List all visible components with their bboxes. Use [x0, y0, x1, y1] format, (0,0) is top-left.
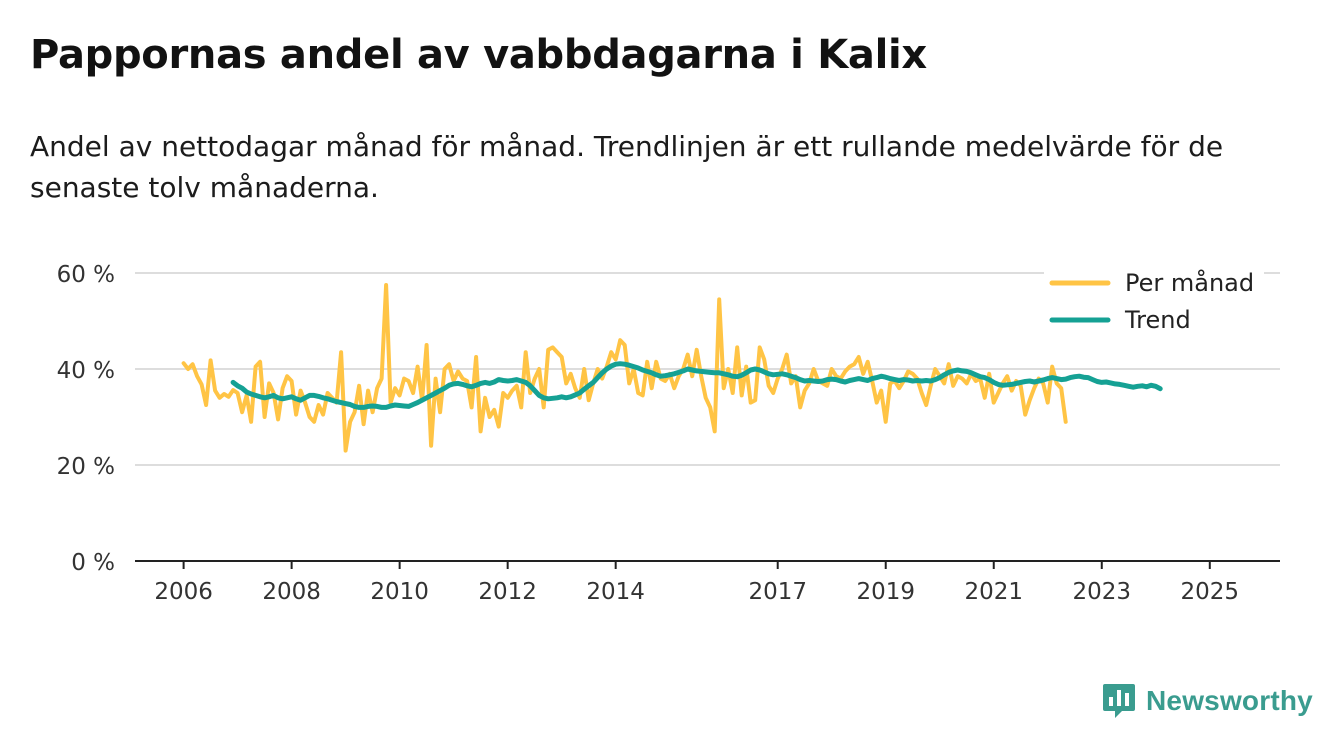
y-tick-label: 20 %: [57, 454, 115, 480]
x-tick-label: 2017: [748, 579, 807, 605]
brand-name: Newsworthy: [1146, 685, 1313, 716]
x-tick-label: 2010: [370, 579, 429, 605]
x-tick-label: 2012: [478, 579, 537, 605]
y-tick-label: 0 %: [71, 550, 115, 576]
y-tick-label: 60 %: [57, 262, 115, 288]
y-axis-ticks: 0 % 20 % 40 % 60 %: [57, 262, 115, 576]
x-tick-label: 2025: [1181, 579, 1240, 605]
chart-subtitle: Andel av nettodagar månad för månad. Tre…: [30, 130, 1224, 204]
series-line-monthly: [181, 283, 1068, 453]
x-tick-label: 2023: [1072, 579, 1131, 605]
y-tick-label: 40 %: [57, 358, 115, 384]
x-tick-label: 2008: [262, 579, 321, 605]
legend-label-trend: Trend: [1124, 306, 1191, 334]
x-tick-label: 2021: [964, 579, 1023, 605]
x-tick-label: 2014: [586, 579, 645, 605]
series-layer: [181, 283, 1163, 453]
legend: Per månad Trend: [1044, 262, 1264, 338]
newsworthy-brand[interactable]: Newsworthy: [1102, 682, 1313, 720]
newsworthy-logo-icon: [1103, 684, 1135, 718]
x-tick-label: 2019: [856, 579, 915, 605]
legend-label-monthly: Per månad: [1125, 268, 1254, 297]
chart-title: Pappornas andel av vabbdagarna i Kalix: [30, 32, 927, 78]
series-line-trend: [230, 361, 1163, 410]
x-tick-label: 2006: [154, 579, 213, 605]
legend-background: [1044, 262, 1264, 338]
x-axis-ticks: 2006 2008 2010 2012 2014 2017 2019 2021 2023 2025: [135, 560, 1280, 605]
